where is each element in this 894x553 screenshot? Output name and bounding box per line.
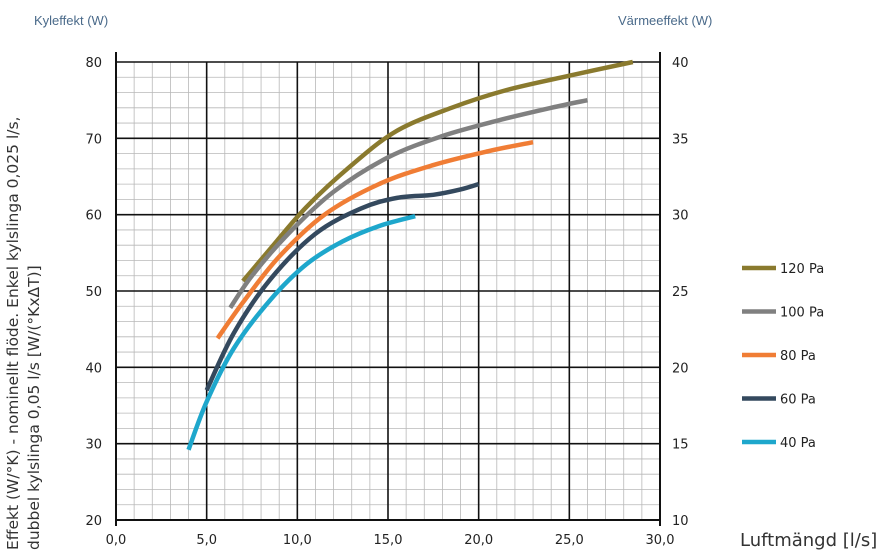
y-tick-label: 60: [85, 209, 102, 224]
legend-label: 40 Pa: [780, 436, 816, 451]
x-tick-label: 20,0: [464, 533, 493, 548]
y-tick-label: 80: [85, 56, 102, 71]
series-line-80-pa: [215, 139, 534, 340]
legend: 120 Pa 100 Pa 80 Pa 60 Pa 40 Pa: [742, 262, 824, 451]
x-tick-label: 15,0: [374, 533, 403, 548]
y2-tick-label: 30: [672, 209, 689, 224]
x-tick-label: 25,0: [555, 533, 584, 548]
y2-tick-label: 25: [672, 285, 689, 300]
y2-tick-label: 35: [672, 132, 689, 147]
y-tick-label: 70: [85, 132, 102, 147]
y2-tick-label: 10: [672, 514, 689, 529]
x-tick-label: 0,0: [106, 533, 127, 548]
series-line-120-pa: [241, 59, 634, 283]
left-axis-title: Kyleffekt (W): [34, 13, 109, 28]
legend-label: 120 Pa: [780, 262, 824, 277]
y2-tick-label: 20: [672, 361, 689, 376]
legend-label: 80 Pa: [780, 349, 816, 364]
y-tick-label: 40: [85, 361, 102, 376]
legend-label: 100 Pa: [780, 306, 824, 321]
y-tick-label: 30: [85, 438, 102, 453]
series-lines: [186, 59, 634, 451]
x-tick-label: 5,0: [196, 533, 217, 548]
y2-tick-label: 40: [672, 56, 689, 71]
axes: 0,0 5,0 10,0 15,0 20,0 25,0 30,0 20 30 40 50 60 70 80…: [85, 52, 689, 548]
x-tick-label: 30,0: [646, 533, 675, 548]
y-tick-label: 20: [85, 514, 102, 529]
right-axis-title: Värmeeffekt (W): [618, 13, 713, 28]
grid: [115, 61, 661, 521]
y2-tick-label: 15: [672, 438, 689, 453]
series-line-40-pa: [186, 214, 416, 451]
x-axis-title: Luftmängd [l/s]: [740, 530, 878, 551]
y-tick-label: 50: [85, 285, 102, 300]
series-line-60-pa: [204, 181, 480, 392]
series-line-100-pa: [228, 97, 588, 310]
legend-label: 60 Pa: [780, 393, 816, 408]
x-tick-label: 10,0: [283, 533, 312, 548]
